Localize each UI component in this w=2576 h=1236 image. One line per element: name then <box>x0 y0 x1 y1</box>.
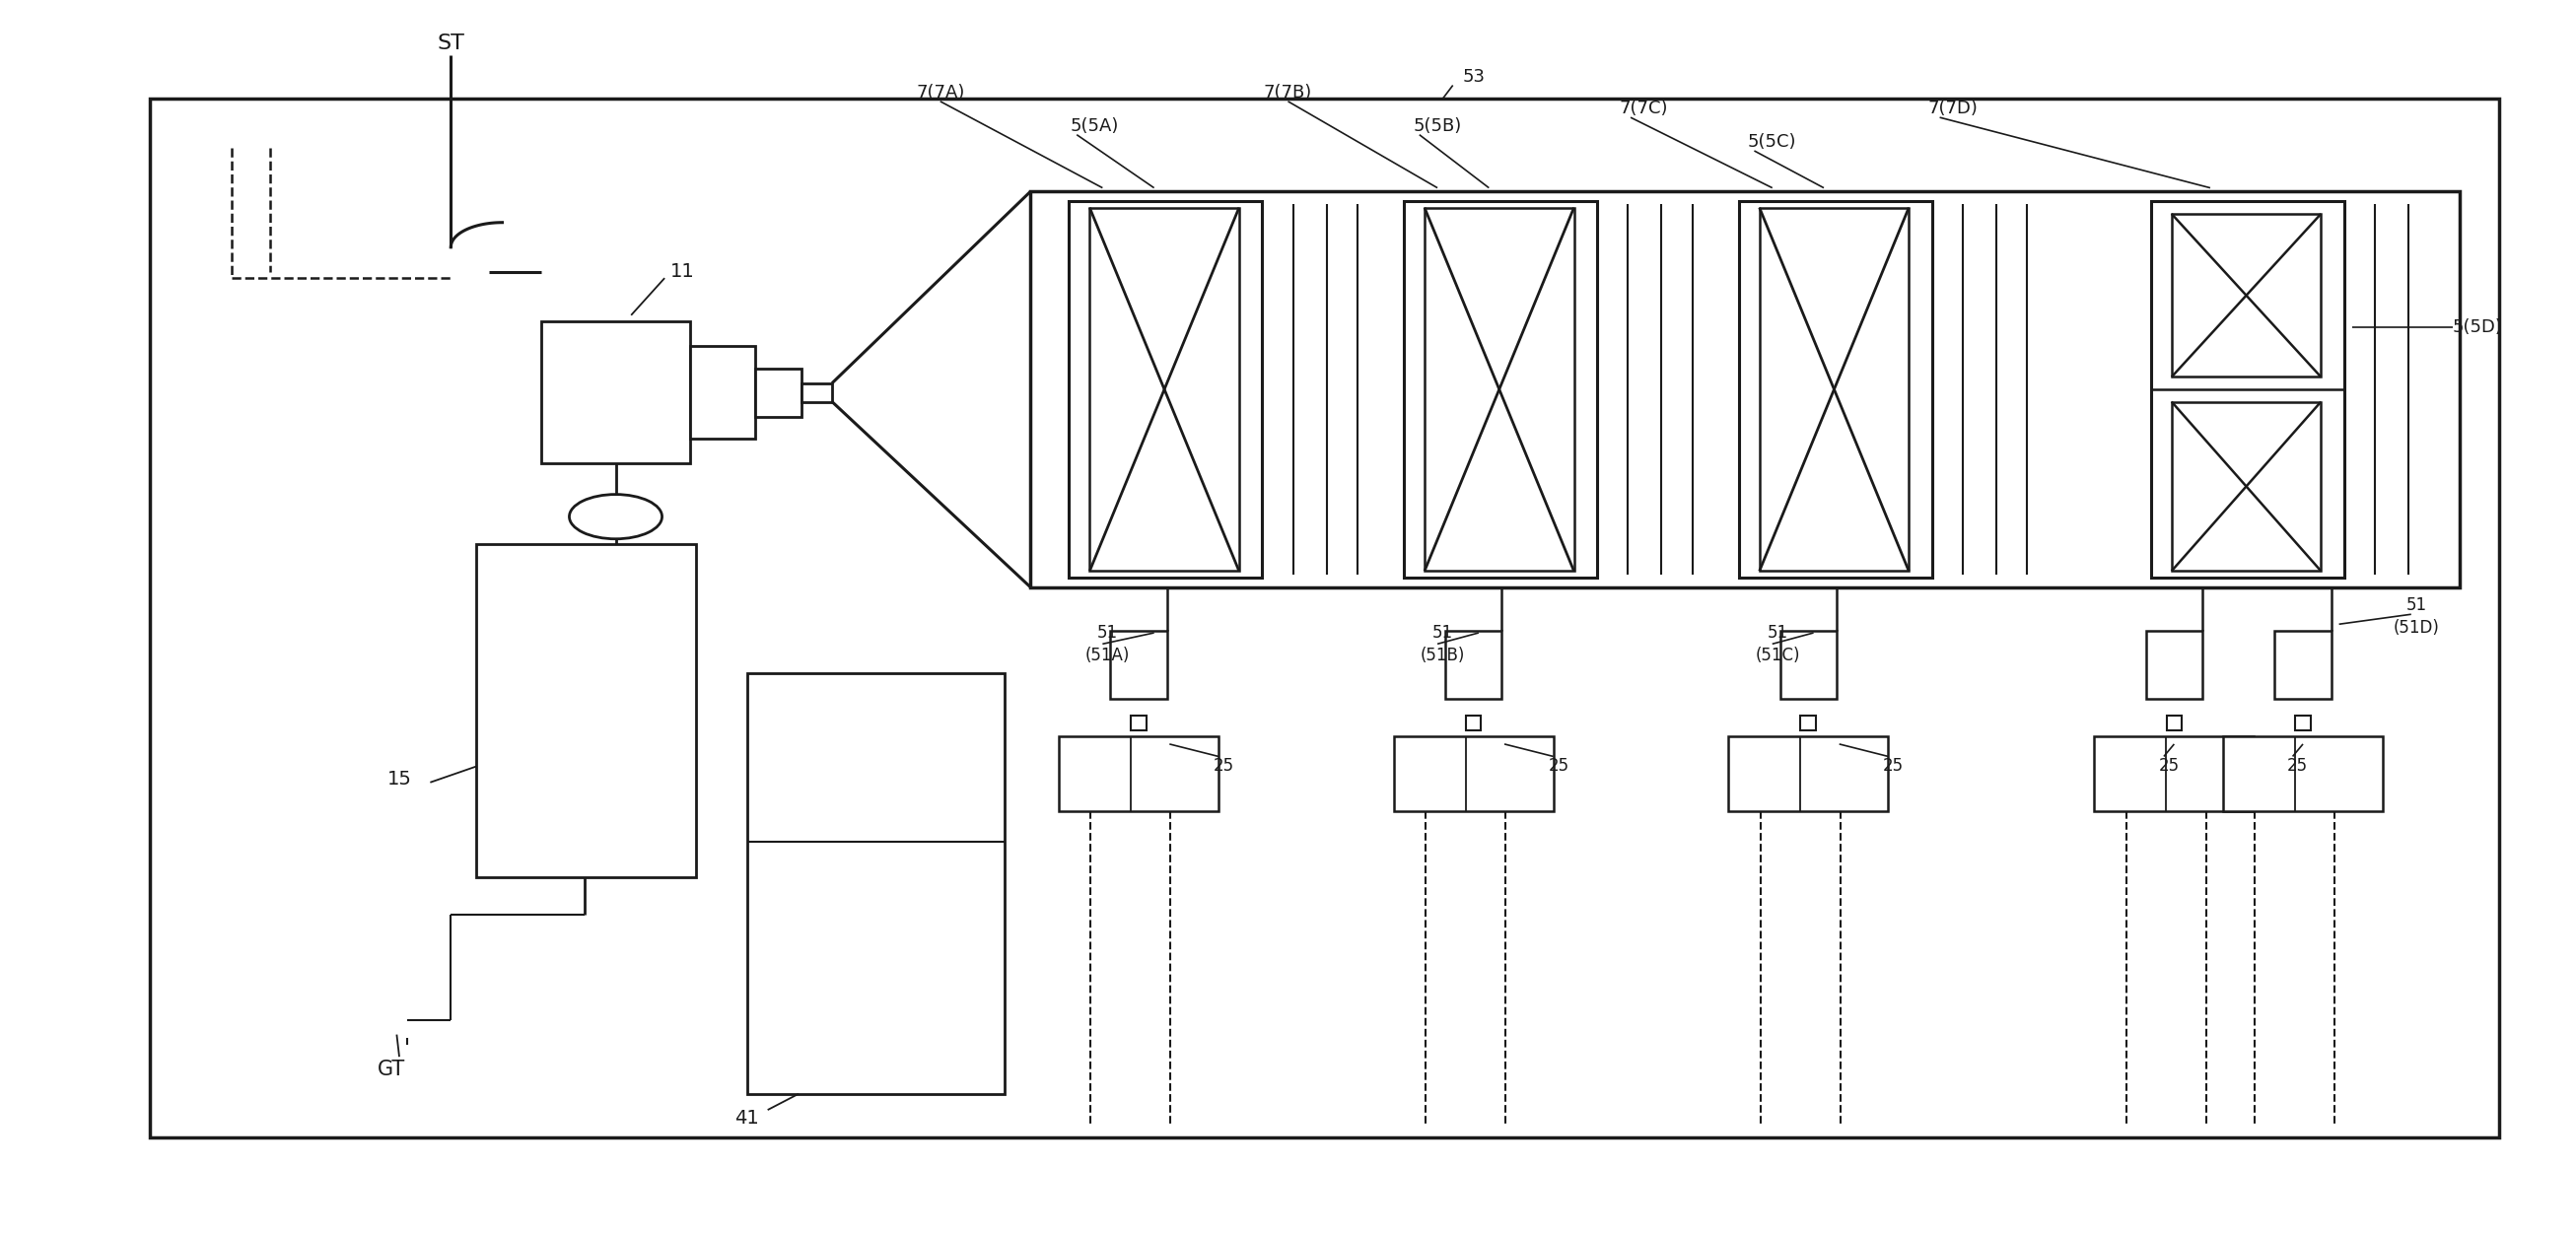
Text: 41: 41 <box>734 1109 760 1128</box>
Bar <box>747 674 1005 1094</box>
Text: 11: 11 <box>670 262 696 282</box>
Text: 51: 51 <box>1767 624 1788 641</box>
Bar <box>755 368 801 417</box>
Bar <box>2151 201 2344 577</box>
Bar <box>2094 737 2254 811</box>
Bar <box>1801 716 1816 730</box>
Bar <box>149 99 2499 1137</box>
Bar <box>2223 737 2383 811</box>
Bar <box>1110 630 1167 698</box>
Text: (51D): (51D) <box>2393 619 2439 637</box>
Bar <box>1739 201 1932 577</box>
Text: 5(5D): 5(5D) <box>2452 319 2501 336</box>
Text: 25: 25 <box>1548 758 1569 775</box>
Text: 51: 51 <box>1097 624 1118 641</box>
Text: 25: 25 <box>2287 758 2308 775</box>
Bar <box>1090 208 1239 571</box>
Text: 53: 53 <box>1463 68 1484 85</box>
Bar <box>801 383 832 402</box>
Text: GT: GT <box>379 1059 404 1079</box>
Bar <box>1425 208 1574 571</box>
Text: 5(5C): 5(5C) <box>1749 133 1795 151</box>
Text: 5(5A): 5(5A) <box>1072 117 1118 135</box>
Bar <box>541 321 690 464</box>
Bar <box>1059 737 1218 811</box>
Text: (51B): (51B) <box>1419 646 1466 664</box>
Bar <box>1445 630 1502 698</box>
Text: (51C): (51C) <box>1754 646 1801 664</box>
Text: 25: 25 <box>1213 758 1234 775</box>
Text: 51: 51 <box>1432 624 1453 641</box>
Bar <box>1780 630 1837 698</box>
Text: 25: 25 <box>1883 758 1904 775</box>
Bar <box>1404 201 1597 577</box>
Bar <box>1728 737 1888 811</box>
Bar <box>1030 192 2460 587</box>
Text: (51A): (51A) <box>1084 646 1131 664</box>
Text: 25: 25 <box>2159 758 2179 775</box>
Text: 15: 15 <box>386 769 412 789</box>
Bar <box>1069 201 1262 577</box>
Bar <box>2295 716 2311 730</box>
Text: 5(5B): 5(5B) <box>1414 117 1461 135</box>
Text: 7(7A): 7(7A) <box>917 84 963 101</box>
Text: ST: ST <box>438 33 464 53</box>
Bar <box>690 346 755 439</box>
Text: 7(7B): 7(7B) <box>1265 84 1311 101</box>
Bar <box>2172 214 2321 377</box>
Bar <box>2172 402 2321 571</box>
Text: 7(7D): 7(7D) <box>1927 100 1978 117</box>
Bar <box>2166 716 2182 730</box>
Bar <box>2146 630 2202 698</box>
Bar <box>1466 716 1481 730</box>
Bar <box>1131 716 1146 730</box>
Text: 51: 51 <box>2406 597 2427 614</box>
Bar <box>2275 630 2331 698</box>
Bar <box>1759 208 1909 571</box>
Text: 7(7C): 7(7C) <box>1620 100 1667 117</box>
Bar <box>1394 737 1553 811</box>
Bar <box>477 544 696 878</box>
